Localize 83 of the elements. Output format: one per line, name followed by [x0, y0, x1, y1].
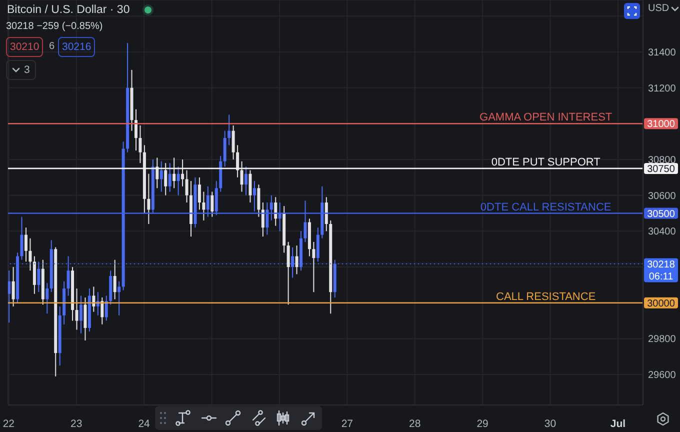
ref-line-label: GAMMA OPEN INTEREST	[480, 112, 612, 124]
y-tick-label: 31200	[648, 83, 676, 94]
candlestick	[304, 200, 307, 242]
candlestick	[12, 266, 15, 307]
candlestick	[168, 162, 172, 192]
y-tick-label: 30400	[648, 226, 676, 238]
candlestick	[324, 196, 328, 232]
candlestick	[160, 160, 163, 192]
x-tick-label: 23	[70, 418, 82, 430]
candlestick	[274, 196, 278, 226]
candlestick	[210, 191, 214, 218]
y-tick-label: 30600	[648, 190, 676, 202]
y-tick-label: 30500	[647, 208, 676, 220]
candlestick	[79, 295, 82, 334]
candlestick	[181, 158, 184, 187]
candlestick	[20, 216, 24, 260]
candlestick	[312, 241, 316, 293]
candlestick	[291, 246, 294, 278]
y-tick-label: 30750	[647, 164, 676, 175]
candlestick	[8, 270, 11, 324]
candlestick	[147, 173, 150, 225]
x-tick-label: 29	[476, 418, 489, 430]
candlestick	[232, 124, 235, 160]
candlestick	[46, 282, 49, 314]
y-tick-label: 30000	[647, 298, 676, 310]
candlestick	[185, 170, 188, 203]
y-tick-label: 30218	[647, 259, 676, 270]
candlestick	[176, 166, 180, 196]
annotation: 6	[49, 40, 55, 54]
candlestick	[28, 238, 32, 272]
y-tick-label: 31400	[648, 47, 676, 58]
x-tick-label: 27	[341, 418, 354, 430]
x-tick-label: 22	[2, 418, 15, 430]
candlestick	[240, 160, 244, 192]
candlestick	[257, 184, 260, 218]
annotation: 30210	[6, 37, 44, 57]
candlestick	[113, 259, 116, 300]
candlestick	[228, 114, 231, 146]
y-tick-label: 29600	[648, 370, 676, 382]
candlestick	[261, 202, 264, 238]
y-tick-label: 31000	[647, 119, 676, 130]
ref-line-label: 0DTE CALL RESISTANCE	[480, 201, 612, 214]
candlestick	[236, 144, 240, 178]
candlestick	[286, 241, 290, 306]
candlestick	[295, 245, 298, 275]
candlestick	[206, 186, 210, 218]
chart-title: Bitcoin / U.S. Dollar · 30	[7, 4, 130, 16]
candlestick	[316, 227, 320, 262]
candlestick	[75, 288, 78, 330]
candlestick	[248, 170, 252, 203]
candlestick	[244, 166, 248, 196]
candlestick	[100, 296, 104, 325]
candlestick	[134, 108, 138, 152]
candlestick	[32, 256, 36, 294]
candlestick	[37, 261, 40, 293]
candlestick	[198, 176, 201, 210]
ref-line-label: CALL RESISTANCE	[496, 290, 596, 303]
candlestick	[252, 180, 256, 212]
annotation: 3	[24, 63, 30, 78]
candlestick	[164, 162, 168, 196]
candlestick	[66, 256, 70, 296]
y-tick-label: 29800	[648, 334, 676, 346]
candlestick	[202, 191, 206, 221]
x-tick-label: 28	[409, 418, 421, 430]
candlestick	[172, 157, 176, 189]
candlestick	[156, 157, 159, 189]
candlestick	[270, 194, 273, 221]
candlestick	[138, 124, 142, 164]
candlestick	[84, 296, 87, 341]
annotation: 30216	[58, 37, 96, 57]
x-tick-label: 30	[544, 418, 556, 430]
candlestick	[104, 295, 108, 322]
candlestick	[118, 280, 121, 316]
candlestick	[214, 180, 218, 216]
ref-line-label: 0DTE PUT SUPPORT	[491, 156, 601, 168]
text: 30218 −259 (−0.85%)	[6, 21, 103, 32]
x-tick-label: Jul	[610, 418, 626, 430]
candlestick	[266, 202, 269, 236]
y-axis-title: USD	[648, 3, 670, 14]
x-tick-label: 24	[138, 418, 150, 430]
candlestick	[24, 227, 28, 262]
candlestick	[223, 130, 226, 168]
text: 06:11	[648, 271, 674, 282]
